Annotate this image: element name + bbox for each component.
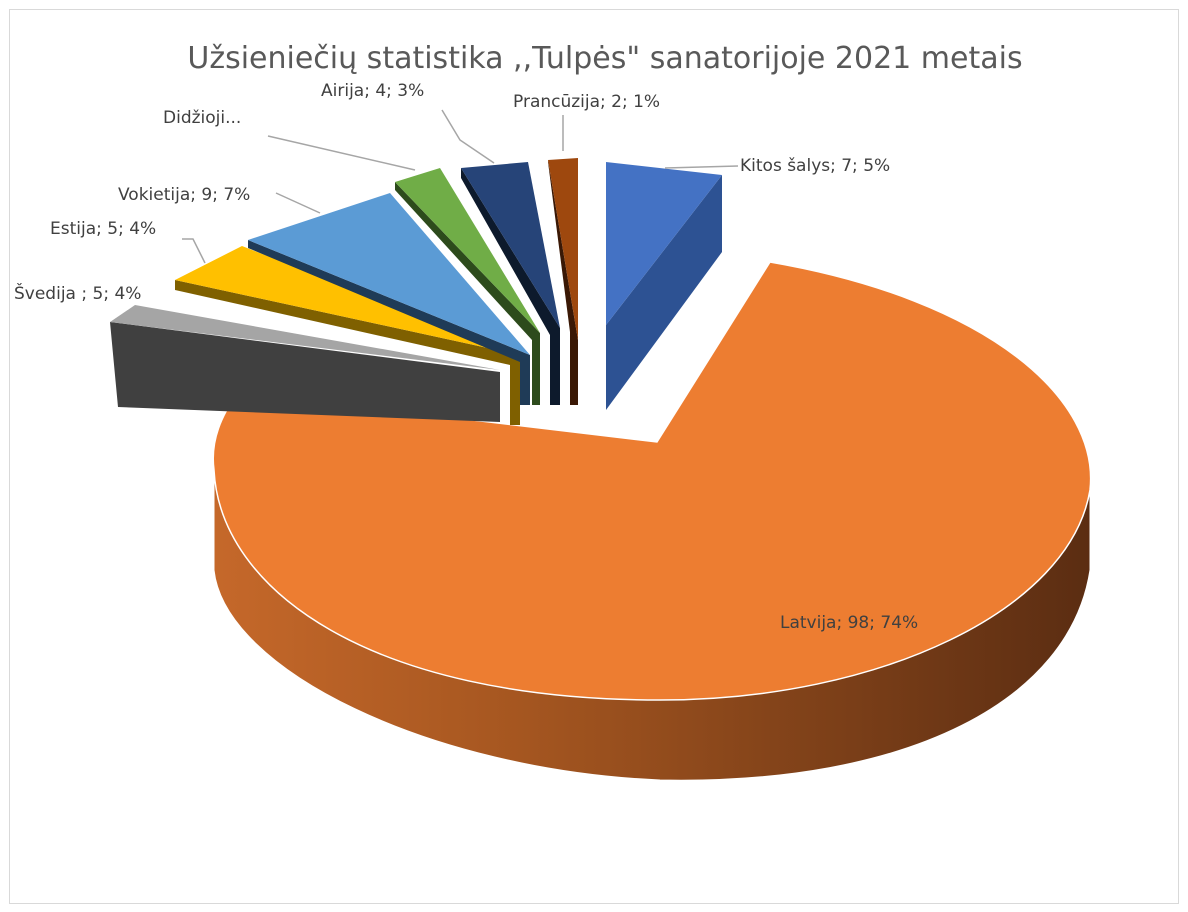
slice-airija: [461, 162, 560, 405]
pie-chart: Užsieniečių statistika ,,Tulpės" sanator…: [14, 41, 1092, 781]
leader-estija: [182, 238, 206, 264]
label-svedija: Švedija ; 5; 4%: [14, 282, 141, 304]
label-kitos: Kitos šalys; 7; 5%: [740, 156, 890, 176]
chart-title: Užsieniečių statistika ,,Tulpės" sanator…: [187, 41, 1022, 76]
slice-prancuzija: [548, 158, 578, 405]
slice-latvija: [212, 261, 1092, 781]
label-airija: Airija; 4; 3%: [321, 81, 424, 101]
slice-svedija: [110, 305, 500, 422]
leader-airija: [441, 109, 495, 164]
leader-kitos: [664, 165, 739, 169]
slice-estija: [175, 246, 520, 425]
slice-vokietija: [248, 193, 530, 405]
label-prancuzija: Prancūzija; 2; 1%: [513, 92, 660, 112]
label-didzioji: Didžioji...: [163, 108, 241, 128]
leader-didzioji: [267, 135, 416, 171]
label-estija: Estija; 5; 4%: [50, 219, 156, 239]
chart-area: Užsieniečių statistika ,,Tulpės" sanator…: [9, 9, 1179, 904]
label-latvija: Latvija; 98; 74%: [780, 613, 918, 633]
leader-vokietija: [275, 192, 321, 214]
slice-kitos: [606, 162, 722, 410]
slice-didzioji: [395, 168, 540, 405]
label-vokietija: Vokietija; 9; 7%: [118, 185, 250, 205]
